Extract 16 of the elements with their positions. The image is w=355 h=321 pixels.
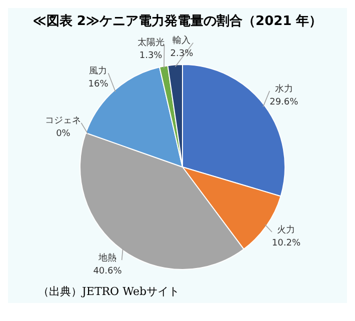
slice-label: 火力 — [277, 224, 296, 236]
slice-label: 輸入 — [172, 35, 191, 46]
chart-title: ≪図表 2≫ケニア電力発電量の割合（2021 年） — [32, 12, 324, 31]
slice-label: 風力 — [89, 65, 108, 76]
data-label: 2.3% — [170, 49, 194, 60]
data-label: 16% — [88, 79, 109, 90]
slice-label: 水力 — [274, 83, 293, 94]
data-label: 10.2% — [272, 238, 301, 248]
category-label: コジェネ — [45, 116, 82, 126]
data-label: 29.6% — [270, 97, 299, 108]
text: （出典）JETRO Webサイト — [37, 284, 181, 300]
data-label: 40.6% — [93, 266, 122, 276]
slice-label: 太陽光 — [137, 36, 164, 48]
data-label: 1.3% — [139, 50, 163, 61]
text: 0% — [56, 129, 70, 140]
slice-label: 地熱 — [98, 252, 117, 264]
